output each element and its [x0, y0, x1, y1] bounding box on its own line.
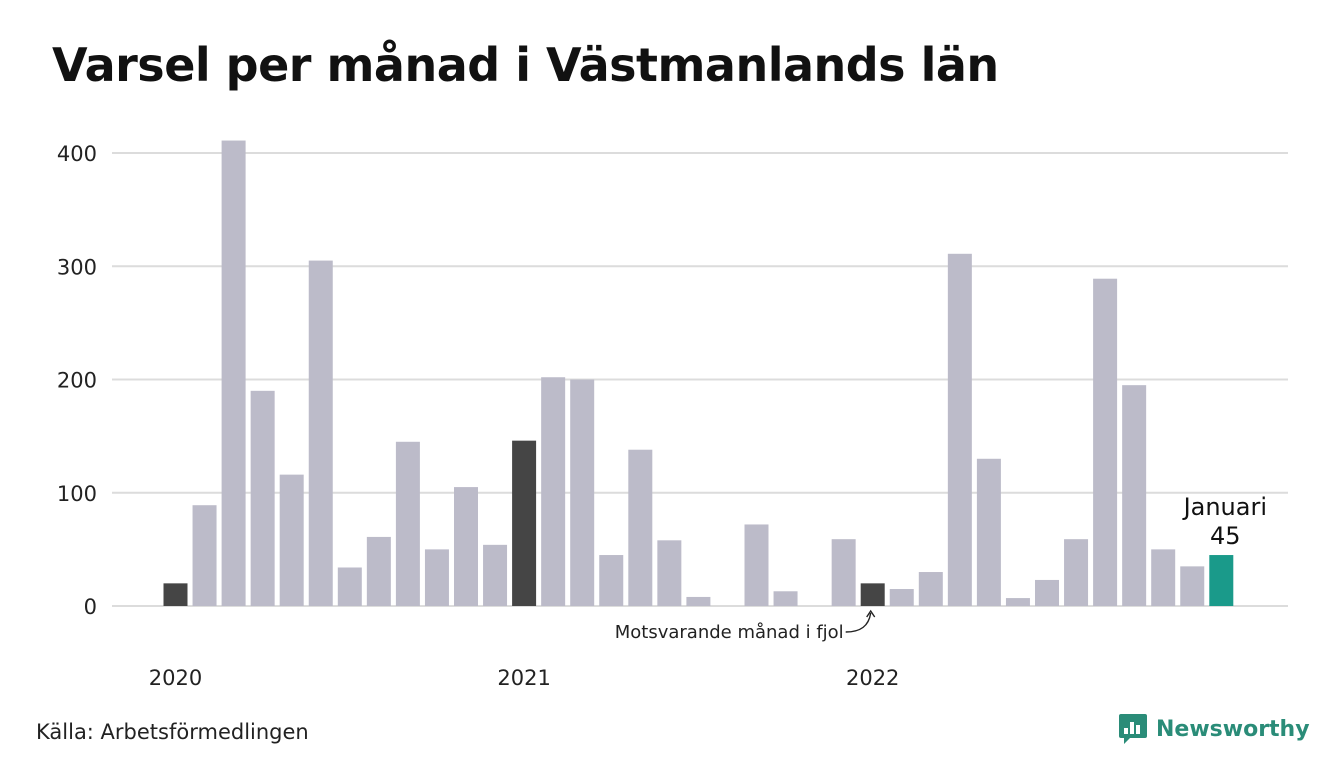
bar [657, 540, 682, 606]
bar [860, 583, 885, 606]
bar [744, 524, 769, 606]
bar [1180, 566, 1205, 606]
bar [1035, 579, 1059, 606]
bar [483, 544, 508, 606]
y-axis-ticks: 0 100 200 300 400 [57, 142, 97, 619]
y-tick-label: 200 [57, 369, 97, 393]
bar-current-month [1209, 555, 1234, 606]
bar [454, 487, 478, 606]
bar [541, 377, 566, 606]
bar [192, 505, 217, 606]
annotation-arrow [845, 612, 872, 633]
bar [337, 567, 362, 606]
y-tick-label: 400 [57, 142, 97, 166]
bar [599, 555, 624, 606]
bar [1005, 598, 1030, 606]
y-tick-label: 100 [57, 482, 97, 506]
bar [308, 260, 333, 606]
bar [976, 458, 1001, 606]
bar [1151, 549, 1176, 606]
current-month-label: Januari [1182, 493, 1267, 521]
bar [366, 536, 391, 606]
chart-speech-bubble-icon [1119, 714, 1147, 744]
bar [686, 596, 711, 606]
bar [221, 140, 246, 607]
x-year-label: 2021 [497, 666, 550, 690]
bar [1064, 539, 1089, 606]
bars [163, 140, 1234, 607]
bar [1093, 278, 1118, 606]
bar [831, 539, 856, 606]
bar [163, 583, 188, 606]
x-axis-year-labels: 2020 2021 2022 [149, 666, 900, 690]
bar [279, 474, 304, 606]
bar [947, 253, 972, 607]
brand-name: Newsworthy [1156, 716, 1310, 742]
y-tick-label: 300 [57, 255, 97, 279]
bar [918, 572, 943, 606]
bar [570, 379, 595, 606]
gridlines [112, 152, 1288, 607]
bar [773, 591, 798, 606]
bar [424, 549, 449, 606]
chart-title: Varsel per månad i Västmanlands län [52, 38, 999, 92]
bar [1122, 385, 1147, 606]
x-year-label: 2020 [149, 666, 202, 690]
annotation-arrowhead [866, 609, 876, 618]
x-year-label: 2022 [846, 666, 899, 690]
bar [512, 440, 537, 606]
brand-logo: Newsworthy [1118, 712, 1310, 746]
source-credit: Källa: Arbetsförmedlingen [36, 720, 309, 744]
y-tick-label: 0 [84, 595, 97, 619]
bar [250, 390, 275, 606]
bar [889, 589, 914, 606]
bar [628, 449, 653, 606]
current-value-label: 45 [1210, 522, 1241, 550]
bar [395, 441, 420, 606]
annotation-label: Motsvarande månad i fjol [615, 622, 844, 643]
